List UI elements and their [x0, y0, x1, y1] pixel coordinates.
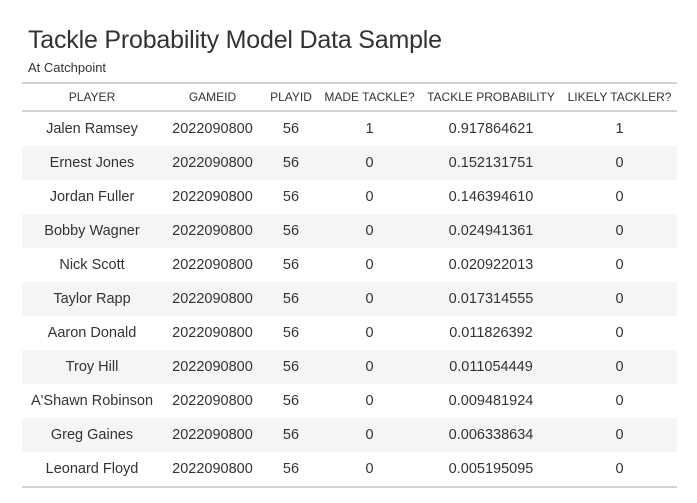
cell-made-tackle: 0: [365, 461, 374, 477]
cell-tackle-probability: 0.005195095: [448, 461, 534, 477]
cell-likely-tackler: 0: [562, 214, 677, 248]
column-header-likely-tackler: LIKELY TACKLER?: [567, 90, 672, 104]
cell-playid: 56: [282, 189, 300, 205]
cell-playid: 56: [282, 461, 300, 477]
data-table: PLAYER GAMEID PLAYID MADE TACKLE? TACKLE…: [22, 82, 677, 488]
cell-player: Nick Scott: [59, 257, 125, 273]
cell-made-tackle: 0: [319, 282, 420, 316]
table-row: Taylor Rapp 2022090800 56 0 0.017314555 0: [22, 282, 677, 316]
table-row: Leonard Floyd 2022090800 56 0 0.005195095 0: [22, 452, 677, 487]
table-row: Ernest Jones 2022090800 56 0 0.152131751 0: [22, 146, 677, 180]
column-header-made-tackle: MADE TACKLE?: [324, 90, 415, 104]
cell-player: Bobby Wagner: [22, 214, 162, 248]
cell-gameid: 2022090800: [162, 146, 263, 180]
cell-likely-tackler: 0: [562, 418, 677, 452]
cell-likely-tackler: 0: [615, 393, 624, 409]
column-header-tackle-probability: TACKLE PROBABILITY: [427, 90, 555, 104]
cell-made-tackle: 0: [319, 214, 420, 248]
cell-playid: 56: [282, 257, 300, 273]
cell-gameid: 2022090800: [172, 189, 253, 205]
cell-likely-tackler: 0: [615, 461, 624, 477]
table-row: Nick Scott 2022090800 56 0 0.020922013 0: [22, 248, 677, 282]
cell-playid: 56: [282, 325, 300, 341]
cell-player: Leonard Floyd: [45, 461, 139, 477]
cell-tackle-probability: 0.024941361: [420, 214, 562, 248]
cell-player: Jordan Fuller: [49, 189, 135, 205]
table-header: PLAYER GAMEID PLAYID MADE TACKLE? TACKLE…: [22, 83, 677, 111]
table-row: Troy Hill 2022090800 56 0 0.011054449 0: [22, 350, 677, 384]
cell-tackle-probability: 0.011826392: [449, 325, 533, 341]
cell-player: Ernest Jones: [22, 146, 162, 180]
cell-playid: 56: [282, 393, 300, 409]
table-container: Tackle Probability Model Data Sample At …: [22, 24, 677, 488]
cell-player: Jalen Ramsey: [46, 121, 138, 137]
cell-tackle-probability: 0.011054449: [420, 350, 562, 384]
cell-made-tackle: 0: [319, 350, 420, 384]
cell-player: Troy Hill: [22, 350, 162, 384]
column-header-player: PLAYER: [68, 90, 116, 104]
cell-made-tackle: 0: [365, 257, 374, 273]
cell-tackle-probability: 0.006338634: [420, 418, 562, 452]
table-row: A'Shawn Robinson 2022090800 56 0 0.009481924…: [22, 384, 677, 418]
cell-player: Aaron Donald: [47, 325, 137, 341]
cell-tackle-probability: 0.152131751: [420, 146, 562, 180]
cell-playid: 56: [282, 121, 300, 137]
header-row: PLAYER GAMEID PLAYID MADE TACKLE? TACKLE…: [22, 83, 677, 111]
cell-made-tackle: 0: [319, 418, 420, 452]
cell-likely-tackler: 0: [562, 282, 677, 316]
cell-tackle-probability: 0.017314555: [420, 282, 562, 316]
cell-likely-tackler: 1: [615, 121, 624, 137]
cell-player: A'Shawn Robinson: [30, 393, 154, 409]
cell-tackle-probability: 0.917864621: [448, 121, 534, 137]
cell-likely-tackler: 0: [615, 257, 624, 273]
cell-tackle-probability: 0.146394610: [448, 189, 534, 205]
table-row: Jordan Fuller 2022090800 56 0 0.146394610 0: [22, 180, 677, 214]
cell-likely-tackler: 0: [615, 189, 624, 205]
table-subtitle: At Catchpoint: [28, 60, 107, 75]
cell-likely-tackler: 0: [562, 146, 677, 180]
cell-gameid: 2022090800: [162, 418, 263, 452]
cell-gameid: 2022090800: [172, 393, 253, 409]
cell-playid: 56: [263, 350, 319, 384]
cell-likely-tackler: 0: [562, 350, 677, 384]
cell-made-tackle: 1: [365, 121, 374, 137]
cell-gameid: 2022090800: [172, 121, 253, 137]
cell-playid: 56: [263, 418, 319, 452]
cell-likely-tackler: 0: [615, 325, 624, 341]
table-body: Jalen Ramsey 2022090800 56 1 0.917864621 1 Ern…: [22, 111, 677, 487]
cell-gameid: 2022090800: [162, 350, 263, 384]
table-row: Aaron Donald 2022090800 56 0 0.011826392 0: [22, 316, 677, 350]
cell-made-tackle: 0: [365, 189, 374, 205]
cell-player: Greg Gaines: [22, 418, 162, 452]
cell-playid: 56: [263, 282, 319, 316]
table-title: Tackle Probability Model Data Sample: [28, 26, 442, 54]
cell-gameid: 2022090800: [172, 325, 253, 341]
cell-playid: 56: [263, 214, 319, 248]
cell-made-tackle: 0: [365, 325, 374, 341]
cell-gameid: 2022090800: [172, 257, 253, 273]
cell-tackle-probability: 0.020922013: [448, 257, 534, 273]
table-row: Jalen Ramsey 2022090800 56 1 0.917864621 1: [22, 111, 677, 146]
cell-gameid: 2022090800: [172, 461, 253, 477]
table-row: Greg Gaines 2022090800 56 0 0.006338634 0: [22, 418, 677, 452]
cell-gameid: 2022090800: [162, 214, 263, 248]
table-row: Bobby Wagner 2022090800 56 0 0.024941361 0: [22, 214, 677, 248]
cell-made-tackle: 0: [365, 393, 374, 409]
cell-playid: 56: [263, 146, 319, 180]
cell-player: Taylor Rapp: [22, 282, 162, 316]
column-header-gameid: GAMEID: [188, 90, 237, 104]
column-header-playid: PLAYID: [270, 90, 312, 104]
cell-gameid: 2022090800: [162, 282, 263, 316]
cell-made-tackle: 0: [319, 146, 420, 180]
cell-tackle-probability: 0.009481924: [448, 393, 534, 409]
